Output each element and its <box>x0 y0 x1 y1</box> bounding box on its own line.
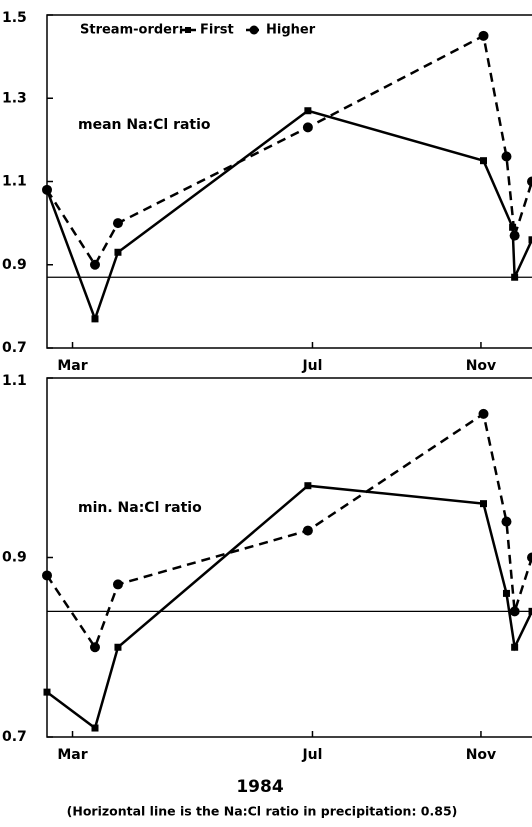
annotation: mean Na:Cl ratio <box>78 117 211 133</box>
y-tick-label: 0.7 <box>2 729 27 745</box>
marker <box>511 273 519 281</box>
plot-frame <box>46 377 532 738</box>
x-tick-label: Nov <box>466 747 496 763</box>
legend-marker <box>185 27 191 33</box>
x-tick-label: Nov <box>466 358 496 374</box>
marker <box>304 107 312 115</box>
marker <box>509 606 520 617</box>
panel: 0.7 0.9 1.1 Mar Jul Nov min. Na:Cl ratio <box>2 373 532 763</box>
series-line <box>46 484 532 731</box>
series-line <box>45 33 532 268</box>
marker <box>91 724 99 732</box>
annotation: min. Na:Cl ratio <box>78 500 202 516</box>
marker <box>478 30 489 41</box>
marker <box>501 516 512 527</box>
marker <box>304 482 312 490</box>
note: (Horizontal line is the Na:Cl ratio in p… <box>67 804 458 819</box>
marker <box>509 230 520 241</box>
marker <box>480 500 487 508</box>
series-line <box>45 109 532 323</box>
marker <box>527 176 532 187</box>
x-tick-label: Mar <box>57 747 87 763</box>
marker <box>112 218 123 229</box>
x-axis-label: 1984 <box>236 777 283 797</box>
marker <box>114 643 122 651</box>
y-tick-label: 1.5 <box>2 10 27 26</box>
marker <box>478 408 489 419</box>
legend-label: First <box>200 23 234 38</box>
marker <box>502 589 510 597</box>
legend-title: Stream-order: <box>80 23 184 38</box>
marker <box>511 643 519 651</box>
marker <box>91 315 99 323</box>
x-tick-label: Mar <box>57 358 87 374</box>
legend-label: Higher <box>266 23 316 38</box>
y-tick-label: 0.9 <box>2 257 27 273</box>
marker <box>89 642 100 653</box>
y-tick-label: 0.7 <box>2 340 27 356</box>
series-line <box>45 411 532 650</box>
marker <box>501 151 512 162</box>
marker <box>42 570 52 581</box>
marker <box>302 525 313 536</box>
marker <box>480 157 487 165</box>
marker <box>114 248 122 256</box>
panel: 0.7 0.9 1.1 1.3 1.5 Mar Jul Nov mean Na:Cl ratio… <box>2 10 532 374</box>
legend-marker <box>249 25 259 35</box>
marker <box>89 259 100 270</box>
x-tick-label: Jul <box>301 358 322 374</box>
y-tick-label: 1.1 <box>2 174 27 190</box>
marker <box>42 184 52 195</box>
y-tick-label: 1.3 <box>2 90 27 106</box>
marker <box>43 688 51 696</box>
marker <box>528 236 532 244</box>
plot-frame <box>46 14 532 349</box>
marker <box>528 607 532 615</box>
y-tick-label: 1.1 <box>2 373 27 389</box>
marker <box>112 579 123 590</box>
marker <box>527 552 532 563</box>
marker <box>302 122 313 133</box>
y-tick-label: 0.9 <box>2 550 27 566</box>
x-tick-label: Jul <box>301 747 322 763</box>
